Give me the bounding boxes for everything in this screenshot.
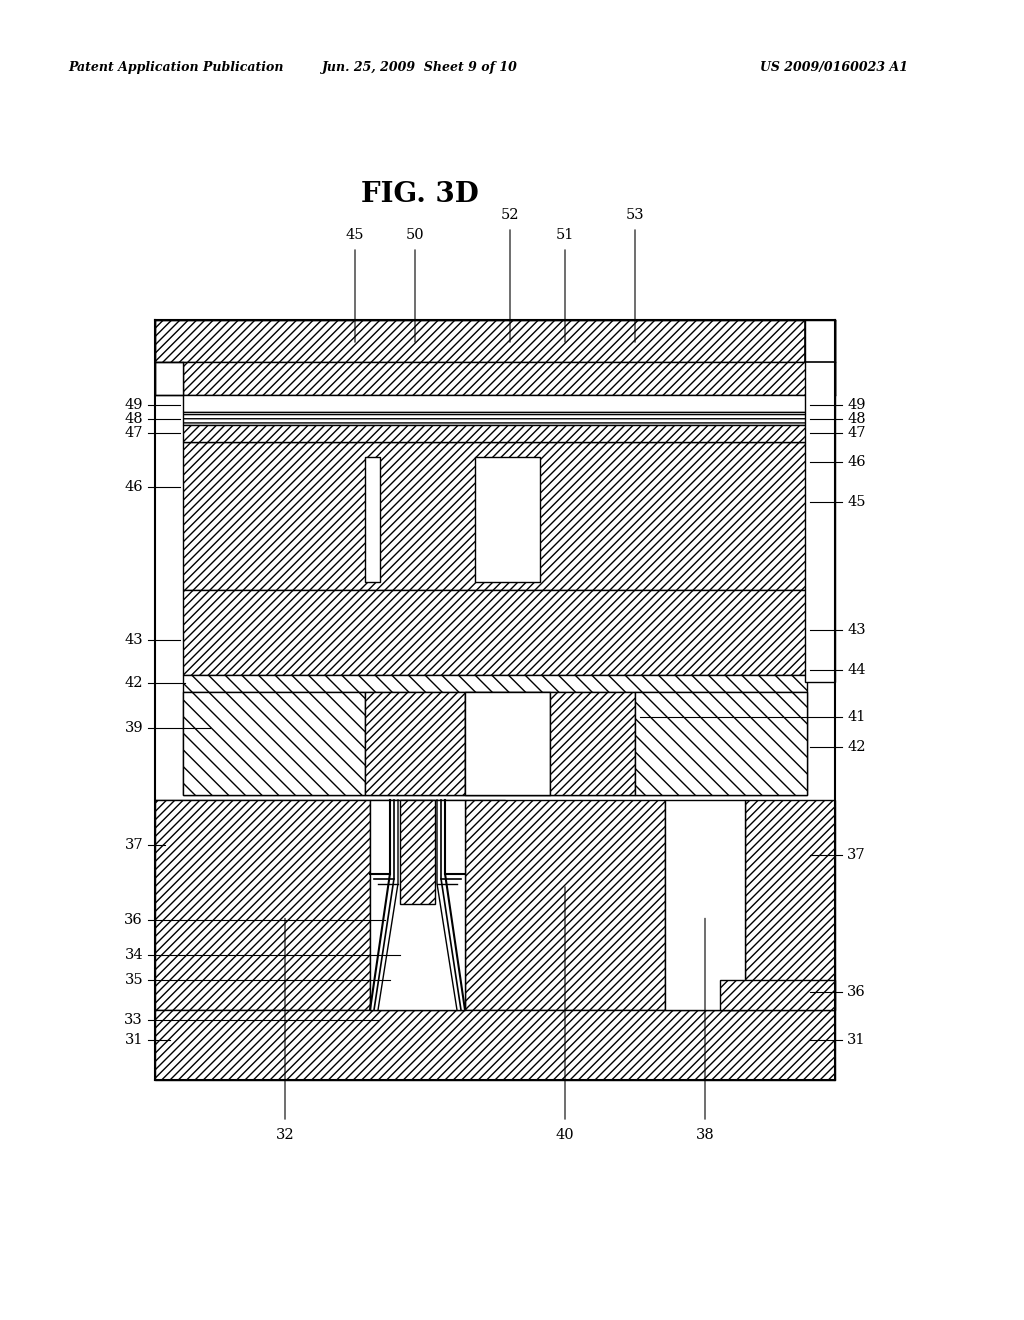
Bar bbox=[807, 362, 835, 395]
Bar bbox=[183, 675, 807, 692]
Text: 37: 37 bbox=[847, 847, 865, 862]
Bar bbox=[155, 362, 183, 395]
Text: 44: 44 bbox=[847, 663, 865, 677]
Bar bbox=[183, 395, 807, 412]
Bar bbox=[183, 692, 807, 795]
Bar bbox=[465, 692, 550, 795]
Bar bbox=[475, 457, 540, 582]
Bar bbox=[155, 800, 370, 1010]
Text: 31: 31 bbox=[125, 1034, 143, 1047]
Bar bbox=[400, 800, 435, 903]
Bar bbox=[365, 692, 465, 795]
Text: 42: 42 bbox=[125, 676, 143, 690]
Text: 46: 46 bbox=[847, 455, 865, 469]
Text: US 2009/0160023 A1: US 2009/0160023 A1 bbox=[760, 62, 908, 74]
Text: 40: 40 bbox=[556, 1129, 574, 1142]
Text: 31: 31 bbox=[847, 1034, 865, 1047]
Text: 50: 50 bbox=[406, 228, 424, 242]
Bar bbox=[183, 590, 807, 675]
Bar bbox=[665, 800, 745, 1010]
Text: 35: 35 bbox=[124, 973, 143, 987]
Text: 38: 38 bbox=[695, 1129, 715, 1142]
Bar bbox=[635, 692, 807, 795]
Bar bbox=[465, 800, 665, 1010]
Text: 37: 37 bbox=[124, 838, 143, 851]
Bar bbox=[183, 442, 807, 590]
Text: 36: 36 bbox=[847, 985, 865, 999]
Bar bbox=[720, 979, 835, 1010]
Bar bbox=[155, 1010, 835, 1080]
Text: 45: 45 bbox=[847, 495, 865, 510]
Text: 45: 45 bbox=[346, 228, 365, 242]
Text: 34: 34 bbox=[124, 948, 143, 962]
Text: 32: 32 bbox=[275, 1129, 294, 1142]
Bar bbox=[365, 457, 380, 582]
Text: 42: 42 bbox=[847, 741, 865, 754]
Text: 52: 52 bbox=[501, 209, 519, 222]
Bar bbox=[465, 692, 550, 795]
Bar bbox=[370, 800, 465, 1010]
Bar bbox=[155, 319, 835, 362]
Text: 43: 43 bbox=[124, 634, 143, 647]
Bar bbox=[183, 692, 365, 795]
Text: Patent Application Publication: Patent Application Publication bbox=[68, 62, 284, 74]
Text: 48: 48 bbox=[124, 412, 143, 426]
Text: 53: 53 bbox=[626, 209, 644, 222]
Bar bbox=[155, 800, 505, 1010]
Text: 48: 48 bbox=[847, 412, 865, 426]
Text: Jun. 25, 2009  Sheet 9 of 10: Jun. 25, 2009 Sheet 9 of 10 bbox=[323, 62, 518, 74]
Text: 36: 36 bbox=[124, 913, 143, 927]
Text: 51: 51 bbox=[556, 228, 574, 242]
Bar bbox=[550, 692, 635, 795]
Text: 39: 39 bbox=[124, 721, 143, 735]
Bar bbox=[183, 412, 807, 425]
Bar bbox=[183, 425, 807, 442]
Text: 46: 46 bbox=[124, 480, 143, 494]
Text: FIG. 3D: FIG. 3D bbox=[361, 181, 479, 209]
Text: 49: 49 bbox=[125, 399, 143, 412]
Text: 43: 43 bbox=[847, 623, 865, 638]
Text: 47: 47 bbox=[847, 426, 865, 440]
Bar bbox=[745, 800, 835, 1010]
Bar bbox=[805, 319, 835, 682]
Text: 47: 47 bbox=[125, 426, 143, 440]
Bar bbox=[183, 362, 807, 395]
Text: 49: 49 bbox=[847, 399, 865, 412]
Text: 33: 33 bbox=[124, 1012, 143, 1027]
Text: 41: 41 bbox=[847, 710, 865, 723]
